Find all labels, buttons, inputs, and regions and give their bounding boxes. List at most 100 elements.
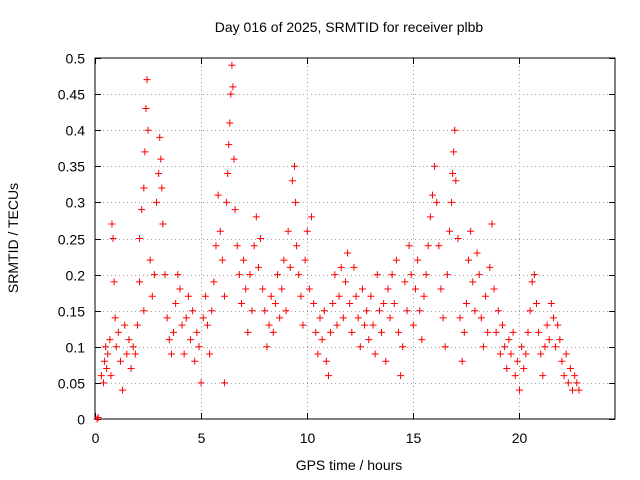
data-point bbox=[488, 220, 496, 228]
data-point bbox=[414, 256, 422, 264]
data-point bbox=[301, 256, 309, 264]
data-point bbox=[416, 307, 424, 315]
data-point bbox=[101, 357, 109, 365]
data-point bbox=[242, 285, 250, 293]
data-point bbox=[367, 292, 375, 300]
data-point bbox=[150, 271, 158, 279]
y-tick-label: 0.35 bbox=[58, 159, 85, 175]
data-point bbox=[382, 357, 390, 365]
data-point bbox=[295, 271, 303, 279]
data-point bbox=[153, 198, 161, 206]
data-point bbox=[456, 314, 464, 322]
data-point bbox=[140, 184, 148, 192]
data-point bbox=[104, 350, 112, 358]
data-point bbox=[199, 314, 207, 322]
data-point bbox=[93, 415, 101, 423]
data-point bbox=[119, 386, 127, 394]
data-point bbox=[471, 307, 479, 315]
data-point bbox=[144, 126, 152, 134]
data-point bbox=[499, 321, 507, 329]
data-point bbox=[99, 379, 107, 387]
data-point bbox=[297, 292, 305, 300]
data-point bbox=[373, 271, 381, 279]
data-point bbox=[333, 321, 341, 329]
data-point bbox=[449, 170, 457, 178]
data-point bbox=[361, 321, 369, 329]
data-point bbox=[549, 314, 557, 322]
data-point bbox=[187, 336, 195, 344]
data-point bbox=[501, 343, 509, 351]
data-point bbox=[507, 350, 515, 358]
data-point bbox=[184, 292, 192, 300]
data-point bbox=[123, 350, 131, 358]
data-point bbox=[114, 328, 122, 336]
data-point bbox=[158, 184, 166, 192]
data-point bbox=[560, 372, 568, 380]
data-point bbox=[136, 278, 144, 286]
data-point bbox=[386, 314, 394, 322]
data-point bbox=[346, 299, 354, 307]
data-point bbox=[467, 227, 475, 235]
data-point bbox=[363, 307, 371, 315]
data-point bbox=[479, 343, 487, 351]
data-point bbox=[339, 314, 347, 322]
data-point bbox=[439, 314, 447, 322]
data-point bbox=[286, 263, 294, 271]
data-point bbox=[395, 328, 403, 336]
data-point bbox=[365, 336, 373, 344]
data-point bbox=[156, 133, 164, 141]
data-point bbox=[314, 350, 322, 358]
data-point bbox=[182, 314, 190, 322]
data-point bbox=[195, 343, 203, 351]
y-tick-label: 0.45 bbox=[58, 87, 85, 103]
data-point bbox=[240, 256, 248, 264]
data-point bbox=[230, 155, 238, 163]
data-point bbox=[191, 357, 199, 365]
data-point bbox=[193, 328, 201, 336]
data-point bbox=[448, 198, 456, 206]
data-point bbox=[265, 321, 273, 329]
data-point bbox=[337, 263, 345, 271]
data-point bbox=[231, 206, 239, 214]
data-point bbox=[111, 314, 119, 322]
y-tick-label: 0.1 bbox=[66, 340, 86, 356]
data-point bbox=[307, 213, 315, 221]
data-point bbox=[522, 350, 530, 358]
data-point bbox=[452, 177, 460, 185]
data-point bbox=[250, 242, 258, 250]
data-point bbox=[206, 350, 214, 358]
data-point bbox=[227, 90, 235, 98]
y-tick-label: 0.25 bbox=[58, 232, 85, 248]
data-point bbox=[293, 242, 301, 250]
data-point bbox=[554, 321, 562, 329]
data-point bbox=[254, 263, 262, 271]
data-point bbox=[482, 292, 490, 300]
data-point bbox=[252, 213, 260, 221]
data-point bbox=[490, 285, 498, 293]
data-point bbox=[102, 343, 110, 351]
data-point bbox=[280, 256, 288, 264]
data-point bbox=[127, 364, 135, 372]
data-point bbox=[428, 191, 436, 199]
data-point bbox=[350, 263, 358, 271]
data-point bbox=[224, 170, 232, 178]
data-point bbox=[388, 271, 396, 279]
data-point bbox=[136, 235, 144, 242]
data-point bbox=[229, 83, 237, 91]
data-point bbox=[348, 328, 356, 336]
data-point bbox=[407, 271, 415, 279]
y-tick-label: 0.15 bbox=[58, 304, 85, 320]
data-point bbox=[352, 292, 360, 300]
x-tick-label: 0 bbox=[92, 430, 100, 446]
x-tick-label: 15 bbox=[406, 430, 422, 446]
data-point bbox=[520, 364, 528, 372]
data-point bbox=[237, 299, 245, 307]
y-tick-labels: 0 0.05 0.1 0.15 0.2 0.25 0.3 0.35 0.4 0.45 0.5 bbox=[58, 51, 85, 428]
data-point bbox=[505, 336, 513, 344]
data-point bbox=[354, 314, 362, 322]
data-point bbox=[451, 126, 459, 134]
data-point bbox=[454, 235, 462, 242]
data-point bbox=[112, 343, 120, 351]
data-point bbox=[269, 328, 277, 336]
